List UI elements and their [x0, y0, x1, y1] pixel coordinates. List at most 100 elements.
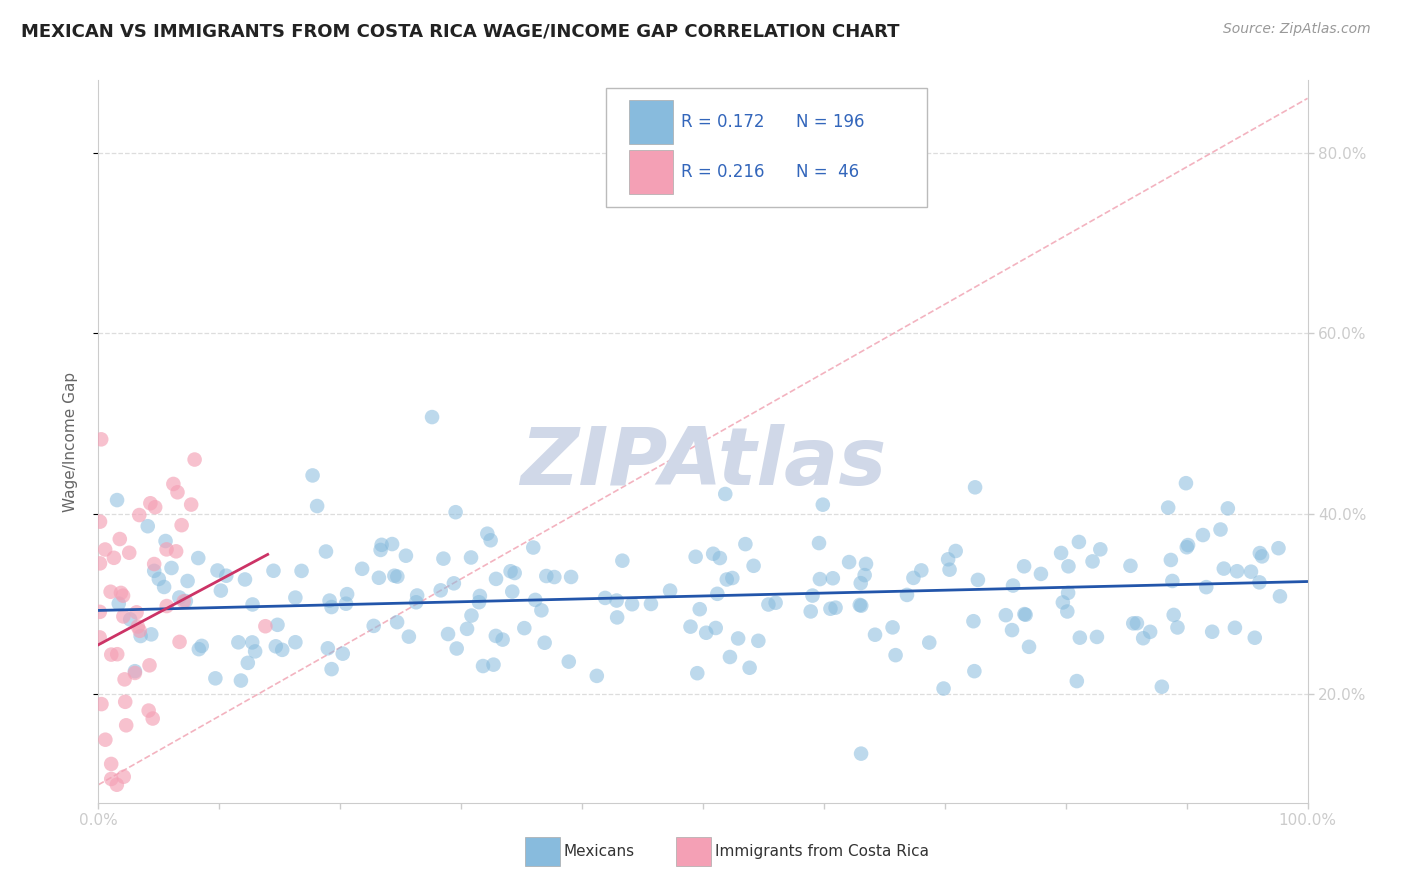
Point [160, 561, 183, 575]
Point [215, 568, 238, 582]
Point [910, 563, 932, 577]
Point [128, 624, 150, 638]
Point [125, 605, 148, 619]
Text: R = 0.172: R = 0.172 [682, 113, 765, 131]
Point [1001, 623, 1024, 637]
Point [100, 772, 122, 786]
Point [1052, 595, 1074, 609]
Point [1209, 523, 1232, 537]
Point [747, 633, 769, 648]
Point [1212, 561, 1234, 575]
Point [103, 550, 125, 565]
Point [513, 621, 536, 635]
Point [853, 568, 876, 582]
Point [108, 532, 131, 546]
Point [560, 570, 582, 584]
Point [1066, 674, 1088, 689]
Point [477, 526, 499, 541]
Point [187, 551, 209, 566]
Point [94, 542, 117, 557]
Point [254, 619, 277, 633]
Point [118, 546, 141, 560]
Point [524, 593, 547, 607]
Point [808, 572, 831, 586]
Point [1085, 630, 1108, 644]
Text: N =  46: N = 46 [796, 163, 859, 181]
Point [100, 648, 122, 662]
Point [1195, 580, 1218, 594]
Point [1057, 559, 1080, 574]
Point [1226, 564, 1249, 578]
Point [148, 572, 170, 586]
Point [398, 630, 420, 644]
Point [1050, 546, 1073, 560]
Point [446, 641, 468, 656]
Point [155, 542, 177, 557]
Point [318, 593, 340, 607]
Point [143, 500, 166, 515]
Point [936, 552, 959, 566]
Point [1057, 586, 1080, 600]
Point [138, 658, 160, 673]
Point [236, 656, 259, 670]
Point [501, 584, 523, 599]
Point [543, 570, 565, 584]
Point [263, 564, 285, 578]
Point [706, 587, 728, 601]
Point [90, 697, 112, 711]
Text: ZIPAtlas: ZIPAtlas [520, 425, 886, 502]
Point [499, 564, 522, 578]
Point [938, 563, 960, 577]
Point [1240, 565, 1263, 579]
Point [307, 499, 329, 513]
Point [472, 659, 495, 673]
Point [820, 601, 842, 615]
Point [1001, 578, 1024, 592]
Point [170, 518, 193, 533]
Point [536, 569, 558, 583]
Point [558, 655, 581, 669]
Point [112, 609, 135, 624]
Point [491, 632, 513, 647]
Point [808, 536, 831, 550]
Point [89, 557, 111, 571]
Point [136, 519, 159, 533]
Point [128, 508, 150, 522]
Point [229, 673, 252, 688]
Point [945, 544, 967, 558]
Point [114, 673, 136, 687]
Point [316, 641, 339, 656]
Point [1174, 476, 1197, 491]
Point [468, 589, 491, 603]
Point [141, 627, 163, 641]
Point [482, 657, 505, 672]
Point [155, 534, 177, 549]
Point [685, 549, 707, 564]
Point [1223, 621, 1246, 635]
Point [105, 778, 128, 792]
Point [1268, 590, 1291, 604]
Point [169, 591, 191, 605]
Point [702, 547, 724, 561]
Point [176, 574, 198, 588]
Text: MEXICAN VS IMMIGRANTS FROM COSTA RICA WAGE/INCOME GAP CORRELATION CHART: MEXICAN VS IMMIGRANTS FROM COSTA RICA WA… [21, 22, 900, 40]
Point [1163, 607, 1185, 622]
Point [336, 587, 359, 601]
Point [143, 564, 166, 578]
Point [209, 583, 232, 598]
Point [264, 640, 287, 654]
Point [849, 598, 872, 612]
Point [1157, 500, 1180, 515]
Point [838, 555, 860, 569]
Point [1201, 624, 1223, 639]
Text: Source: ZipAtlas.com: Source: ZipAtlas.com [1223, 22, 1371, 37]
Point [180, 498, 202, 512]
Point [640, 597, 662, 611]
Point [114, 695, 136, 709]
Point [127, 619, 149, 633]
Point [1122, 616, 1144, 631]
Point [204, 671, 226, 685]
Point [851, 599, 873, 613]
Point [100, 584, 122, 599]
Point [94, 732, 117, 747]
